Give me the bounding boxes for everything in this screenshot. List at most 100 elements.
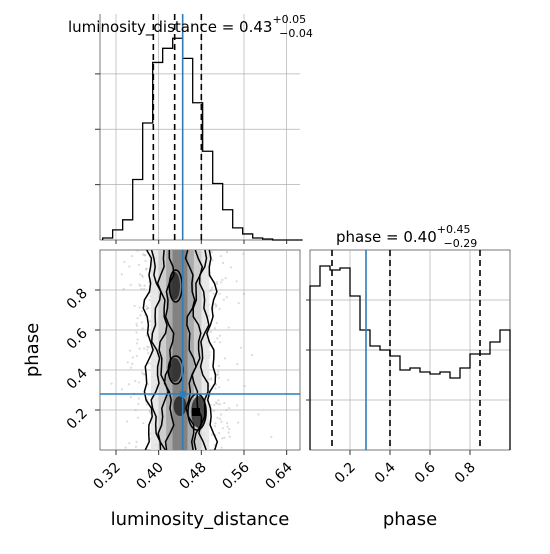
- phase-hist-title: phase = 0.40+0.45 −0.29: [336, 223, 477, 250]
- scatter-point: [143, 254, 146, 257]
- scatter-point: [214, 422, 217, 425]
- scatter-point: [222, 298, 225, 301]
- dist-title-main: luminosity_distance = 0.43: [68, 18, 272, 37]
- scatter-point: [226, 425, 229, 428]
- scatter-point: [148, 410, 151, 413]
- scatter-point: [145, 403, 149, 406]
- scatter-point: [137, 381, 141, 384]
- scatter-point: [140, 321, 143, 324]
- scatter-point: [235, 280, 238, 283]
- dist-tick-label: 0.32: [90, 460, 123, 493]
- scatter-point: [147, 306, 150, 309]
- scatter-point: [210, 378, 213, 381]
- scatter-point: [146, 307, 149, 310]
- scatter-point: [139, 284, 142, 288]
- scatter-point: [237, 421, 240, 424]
- scatter-point: [217, 370, 220, 373]
- phase-title-sup: +0.45: [437, 223, 471, 236]
- scatter-point: [218, 334, 222, 337]
- scatter-point: [110, 382, 113, 385]
- dist-hist-title: luminosity_distance = 0.43+0.05 −0.04: [68, 13, 313, 40]
- y-axis-label-phase: phase: [22, 323, 43, 377]
- scatter-point: [120, 273, 123, 276]
- phase-x-tick-label: 0.2: [332, 460, 359, 487]
- scatter-point: [214, 387, 217, 390]
- density-peak: [168, 358, 182, 382]
- axis-ticks: [95, 73, 471, 455]
- scatter-point: [221, 278, 224, 281]
- scatter-point: [146, 345, 149, 348]
- scatter-point: [143, 284, 146, 287]
- scatter-point: [144, 268, 148, 271]
- scatter-point: [136, 338, 139, 341]
- scatter-point: [139, 314, 142, 317]
- scatter-point: [138, 273, 142, 276]
- scatter-point: [227, 378, 230, 382]
- scatter-point: [216, 337, 219, 340]
- scatter-point: [221, 437, 224, 440]
- scatter-point: [138, 347, 141, 350]
- scatter-point: [225, 409, 228, 412]
- scatter-point: [217, 431, 221, 435]
- scatter-point: [220, 413, 223, 416]
- scatter-point: [143, 347, 146, 350]
- scatter-point: [145, 308, 148, 311]
- scatter-point: [145, 305, 148, 308]
- dist-hist-panel: [100, 14, 300, 240]
- scatter-point: [215, 280, 218, 284]
- scatter-point: [145, 267, 148, 270]
- scatter-point: [216, 416, 219, 419]
- scatter-point: [131, 362, 134, 365]
- scatter-point: [217, 376, 221, 379]
- dist-title-sub: −0.04: [279, 27, 313, 40]
- contour-line: [191, 250, 204, 450]
- scatter-point: [218, 341, 222, 344]
- scatter-point: [137, 397, 140, 400]
- scatter-point: [134, 408, 137, 412]
- scatter-point: [100, 400, 102, 404]
- scatter-point: [217, 399, 220, 402]
- scatter-point: [140, 274, 143, 277]
- scatter-point: [228, 435, 231, 438]
- scatter-point: [129, 283, 132, 287]
- scatter-point: [141, 275, 144, 278]
- scatter-point: [212, 292, 215, 295]
- scatter-point: [146, 383, 150, 386]
- contour-line: [156, 250, 170, 450]
- dist-tick-label: 0.56: [219, 459, 252, 492]
- scatter-point: [148, 299, 151, 302]
- truth-marker: [179, 391, 186, 397]
- scatter-point: [120, 388, 123, 391]
- scatter-point: [128, 442, 131, 445]
- scatter-point: [218, 307, 221, 311]
- scatter-point: [225, 296, 228, 299]
- phase-y-tick-label: 0.6: [64, 325, 91, 352]
- scatter-point: [142, 422, 145, 425]
- scatter-point: [210, 433, 213, 436]
- scatter-point: [212, 409, 216, 412]
- dist-histogram-series: [102, 37, 303, 241]
- scatter-point: [236, 404, 239, 407]
- phase-y-tick-labels: 0.2 0.4 0.6 0.8: [64, 286, 91, 433]
- scatter-point: [243, 384, 246, 388]
- scatter-point: [217, 373, 220, 376]
- scatter-point: [140, 288, 143, 291]
- scatter-point: [135, 322, 138, 325]
- scatter-point: [210, 286, 214, 289]
- density-peak: [173, 396, 187, 416]
- scatter-point: [137, 402, 140, 405]
- scatter-point: [214, 302, 217, 306]
- scatter-point: [270, 435, 273, 439]
- scatter-point: [123, 260, 126, 263]
- truth-lines: [100, 14, 367, 450]
- scatter-point: [215, 401, 218, 404]
- scatter-point: [215, 383, 218, 386]
- dist-tick-labels: 0.32 0.40 0.48 0.56 0.64: [90, 459, 295, 492]
- scatter-point: [224, 276, 227, 280]
- scatter-point: [138, 306, 141, 309]
- contour-line: [150, 250, 162, 450]
- x-axis-label-distance: luminosity_distance: [111, 509, 290, 530]
- scatter-point: [210, 250, 213, 254]
- phase-y-tick-label: 0.8: [64, 286, 91, 313]
- scatter-point: [237, 302, 240, 305]
